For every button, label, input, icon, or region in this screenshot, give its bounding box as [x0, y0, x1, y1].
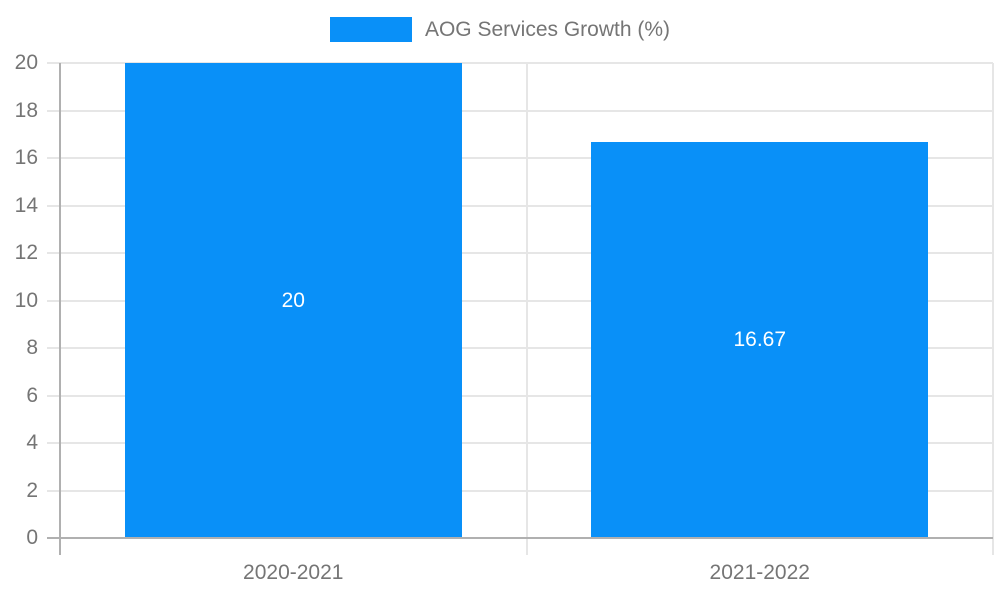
gridline [47, 252, 993, 254]
plot-area: 20 16.67 [47, 62, 994, 555]
gridline [47, 442, 993, 444]
y-tick-label: 12 [14, 241, 38, 264]
legend-swatch[interactable] [329, 17, 412, 42]
gridline [47, 489, 993, 492]
y-tick-label: 20 [14, 51, 38, 74]
gridline [47, 109, 993, 112]
category-divider-line [525, 63, 528, 555]
bar-value-label: 20 [281, 288, 305, 312]
x-tick-label: 2020-2021 [243, 561, 344, 584]
y-tick-label: 4 [26, 431, 38, 454]
y-tick-label: 6 [26, 383, 38, 407]
y-tick-label: 2 [26, 478, 38, 502]
gridline [47, 204, 993, 207]
plot-right-border [992, 63, 994, 555]
x-tick-label: 2021-2022 [709, 561, 810, 584]
bar-value-label: 16.67 [733, 328, 787, 352]
y-tick-label: 0 [26, 526, 38, 549]
y-axis-labels: 0 2 4 6 8 10 12 14 16 18 20 [0, 51, 40, 549]
gridline [47, 299, 993, 302]
gridline [47, 394, 993, 397]
x-axis-line [47, 537, 993, 539]
x-axis-labels: 2020-2021 2021-2022 [60, 561, 993, 591]
y-axis-line [59, 63, 61, 555]
y-tick-label: 10 [14, 288, 38, 312]
y-tick-label: 16 [14, 146, 38, 169]
y-tick-label: 8 [26, 336, 38, 359]
gridline [47, 62, 993, 64]
legend-label[interactable]: AOG Services Growth (%) [424, 18, 671, 41]
bar-2020-2021[interactable]: 20 [124, 63, 462, 538]
y-tick-label: 14 [14, 193, 38, 217]
bar-2021-2022[interactable]: 16.67 [591, 142, 929, 538]
legend: AOG Services Growth (%) [0, 17, 1000, 42]
y-tick-label: 18 [14, 98, 38, 122]
gridline [47, 347, 993, 349]
gridline [47, 157, 993, 159]
